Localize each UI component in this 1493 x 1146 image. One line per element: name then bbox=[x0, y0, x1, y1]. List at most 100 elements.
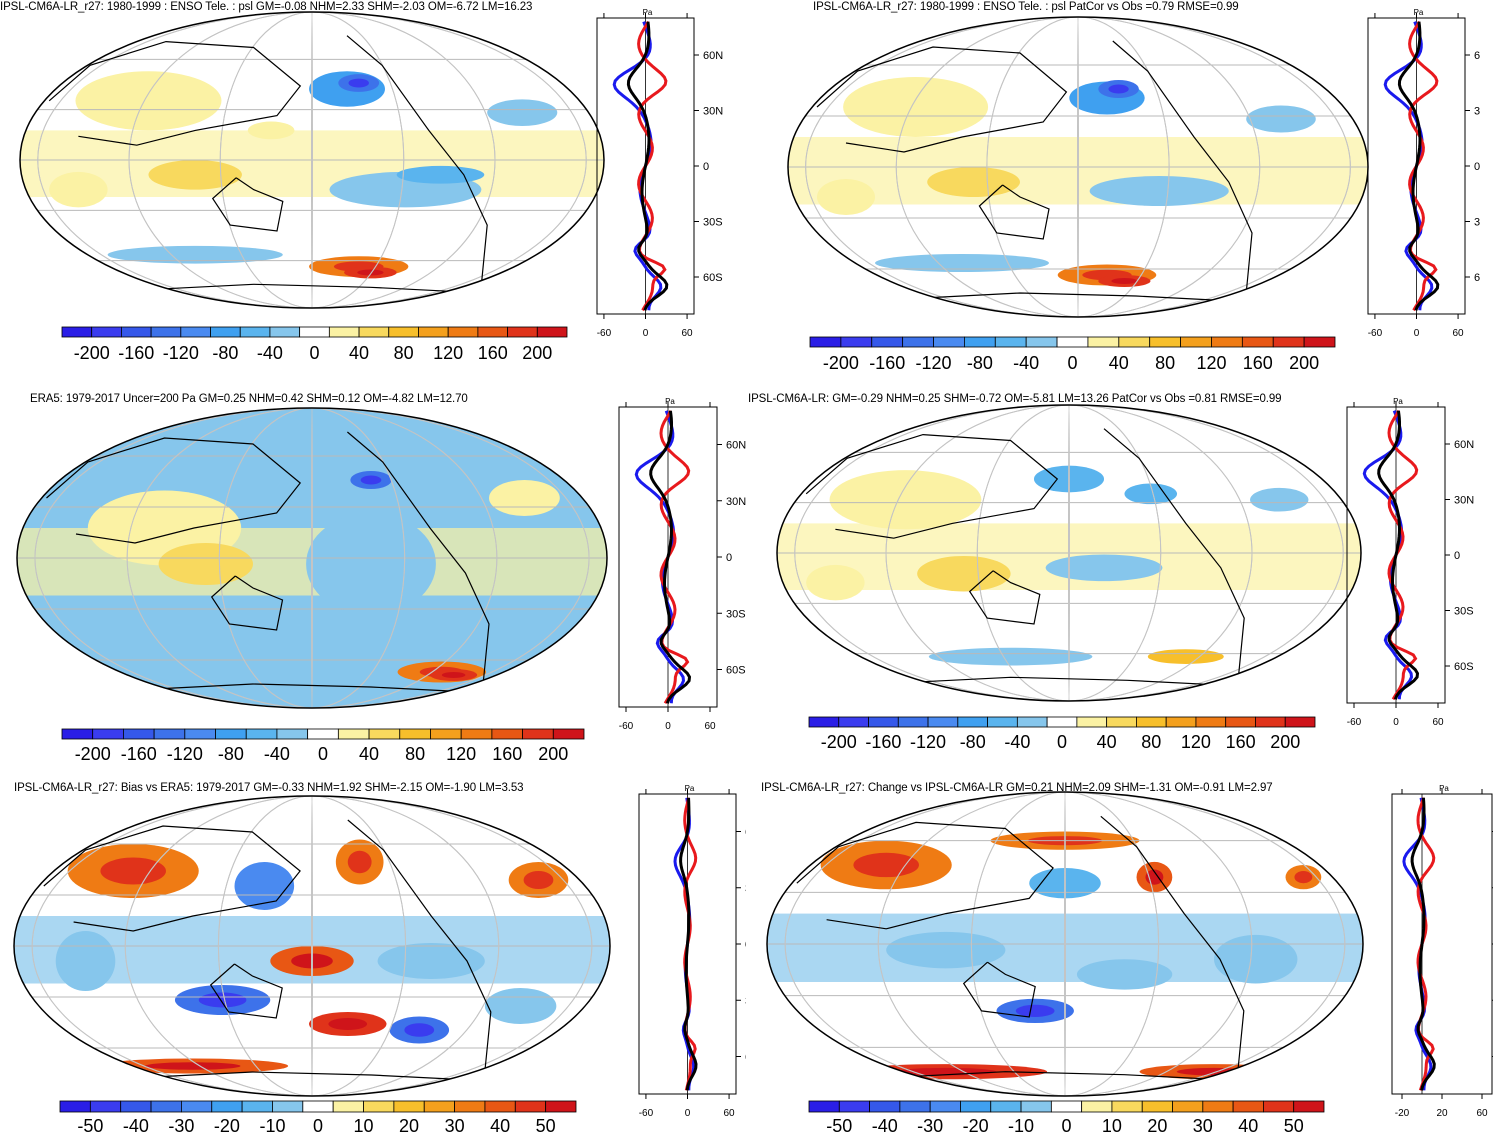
meridian-line bbox=[37, 12, 587, 308]
field-anomaly-4 bbox=[1089, 176, 1229, 206]
panel-3: ERA5: 1979-2017 Uncer=200 Pa GM=0.25 NHM… bbox=[0, 388, 746, 768]
colorbar-tick-label: 50 bbox=[536, 1116, 556, 1136]
coastline-americas bbox=[346, 35, 488, 285]
coastline-australia bbox=[962, 961, 1036, 1018]
meridian-line bbox=[1077, 17, 1079, 317]
colorbar-swatch bbox=[337, 728, 370, 740]
colorbar-swatch bbox=[1025, 336, 1058, 348]
colorbar-tick-label: 0 bbox=[1057, 732, 1067, 752]
colorbar-swatch bbox=[393, 1100, 425, 1113]
meridian-line bbox=[217, 796, 407, 1096]
colorbar-swatch bbox=[1087, 336, 1120, 348]
colorbar-swatch bbox=[121, 326, 152, 338]
field-core-7 bbox=[1111, 278, 1138, 284]
colorbar-swatch bbox=[150, 1100, 182, 1113]
colorbar-swatch bbox=[430, 728, 462, 740]
colorbar-swatch bbox=[552, 728, 585, 740]
profile-x-tick-label: 0 bbox=[1414, 328, 1420, 339]
field-anomaly-7 bbox=[489, 480, 560, 516]
colorbar-swatch bbox=[61, 326, 93, 338]
coastline-americas bbox=[1103, 428, 1245, 678]
field-core-3 bbox=[1294, 871, 1313, 884]
colorbar-swatch bbox=[211, 1100, 243, 1113]
coastline-australia bbox=[978, 184, 1050, 240]
colorbar-tick-label: 120 bbox=[446, 744, 476, 764]
map-area bbox=[16, 407, 608, 709]
profile-obs-line bbox=[637, 20, 668, 312]
map-4: -200 -160 -120 -80 -40 0 40 80 120 160 200 Pa -60 0 60… bbox=[776, 397, 1474, 752]
panel-title: ERA5: 1979-2017 Uncer=200 Pa GM=0.25 NHM… bbox=[30, 393, 468, 405]
colorbar-swatch bbox=[1020, 1100, 1052, 1113]
profile-x-tick-label: 60 bbox=[1453, 328, 1465, 339]
colorbar-tick-label: -200 bbox=[75, 744, 111, 764]
colorbar-tick-label: -40 bbox=[264, 744, 290, 764]
coastline-antarctica bbox=[893, 676, 1245, 687]
coastline-eurasia bbox=[816, 46, 1068, 153]
map-outline bbox=[776, 404, 1362, 702]
colorbar-swatch bbox=[477, 326, 508, 338]
colorbar-tick-label: 40 bbox=[359, 744, 379, 764]
profile-lat-label: 0 bbox=[745, 939, 746, 951]
coastline-antarctica bbox=[886, 1071, 1244, 1082]
colorbar-swatch bbox=[871, 336, 904, 348]
colorbar-tick-label: 80 bbox=[394, 343, 414, 363]
colorbar-tick-label: -30 bbox=[917, 1116, 943, 1136]
colorbar-tick-label: 160 bbox=[492, 744, 522, 764]
coastline-eurasia bbox=[805, 433, 1059, 539]
map-area bbox=[776, 404, 1362, 702]
colorbar-tick-label: -120 bbox=[910, 732, 946, 752]
field-anomaly-8 bbox=[1246, 105, 1316, 133]
colorbar-swatch bbox=[123, 728, 155, 740]
panel-title: IPSL-CM6A-LR: GM=-0.29 NHM=0.25 SHM=-0.7… bbox=[748, 393, 1282, 405]
field-anomaly-10 bbox=[55, 931, 116, 991]
meridian-line bbox=[1068, 405, 1070, 701]
colorbar: -200 -160 -120 -80 -40 0 40 80 120 160 200 bbox=[809, 336, 1336, 373]
profile-lat-label: 60S bbox=[726, 665, 746, 677]
panel-title: IPSL-CM6A-LR_r27: Change vs IPSL-CM6A-LR… bbox=[761, 782, 1273, 794]
colorbar-tick-label: 20 bbox=[1147, 1116, 1167, 1136]
field-core-7 bbox=[404, 1023, 435, 1037]
colorbar-swatch bbox=[184, 728, 216, 740]
field-anomaly-0 bbox=[829, 470, 982, 530]
meridian-line bbox=[805, 17, 1351, 317]
field-anomaly-5 bbox=[928, 647, 1093, 666]
colorbar-swatch bbox=[929, 1100, 961, 1113]
profile-ref-line bbox=[1410, 797, 1436, 1091]
colorbar-swatch bbox=[272, 1100, 304, 1113]
colorbar-swatch bbox=[1255, 716, 1286, 728]
profile-lat-label: 30N bbox=[745, 883, 746, 895]
colorbar-swatch bbox=[1172, 1100, 1204, 1113]
colorbar-swatch bbox=[215, 728, 247, 740]
colorbar-tick-label: 40 bbox=[349, 343, 369, 363]
profile-obs-line bbox=[1408, 20, 1439, 312]
colorbar-tick-label: 40 bbox=[1109, 353, 1129, 373]
profile-x-tick-label: 0 bbox=[643, 328, 649, 339]
colorbar-tick-label: -20 bbox=[214, 1116, 240, 1136]
profile-x-tick-label: -60 bbox=[1368, 328, 1383, 339]
map-1: -200 -160 -120 -80 -40 0 40 80 120 160 200 Pa -60 0 60… bbox=[19, 8, 723, 363]
colorbar-tick-label: 0 bbox=[313, 1116, 323, 1136]
profile-x-tick-label: -60 bbox=[1347, 717, 1362, 728]
field-core-6 bbox=[328, 1018, 368, 1030]
colorbar-swatch bbox=[1211, 336, 1243, 348]
colorbar-swatch bbox=[1118, 336, 1151, 348]
colorbar-swatch bbox=[1016, 716, 1048, 728]
meridian-line bbox=[34, 408, 590, 708]
field-core-6 bbox=[441, 672, 466, 678]
colorbar-tick-label: 160 bbox=[1226, 732, 1256, 752]
colorbar-swatch bbox=[536, 326, 568, 338]
colorbar-swatch bbox=[927, 716, 959, 728]
colorbar-swatch bbox=[418, 326, 449, 338]
colorbar: -200 -160 -120 -80 -40 0 40 80 120 160 200 bbox=[808, 716, 1316, 752]
field-anomaly-1 bbox=[927, 167, 1020, 197]
colorbar-tick-label: -200 bbox=[823, 353, 859, 373]
colorbar-tick-label: 200 bbox=[1289, 353, 1319, 373]
colorbar-swatch bbox=[897, 716, 929, 728]
colorbar-swatch bbox=[302, 1100, 334, 1113]
panel-4: IPSL-CM6A-LR: GM=-0.29 NHM=0.25 SHM=-0.7… bbox=[747, 388, 1493, 768]
colorbar-tick-label: 120 bbox=[1196, 353, 1226, 373]
colorbar: -200 -160 -120 -80 -40 0 40 80 120 160 200 bbox=[61, 728, 585, 764]
field-core-0 bbox=[100, 857, 166, 885]
profile-x-tick-label: 0 bbox=[1393, 717, 1399, 728]
profile-lat-label: 60N bbox=[726, 440, 746, 452]
